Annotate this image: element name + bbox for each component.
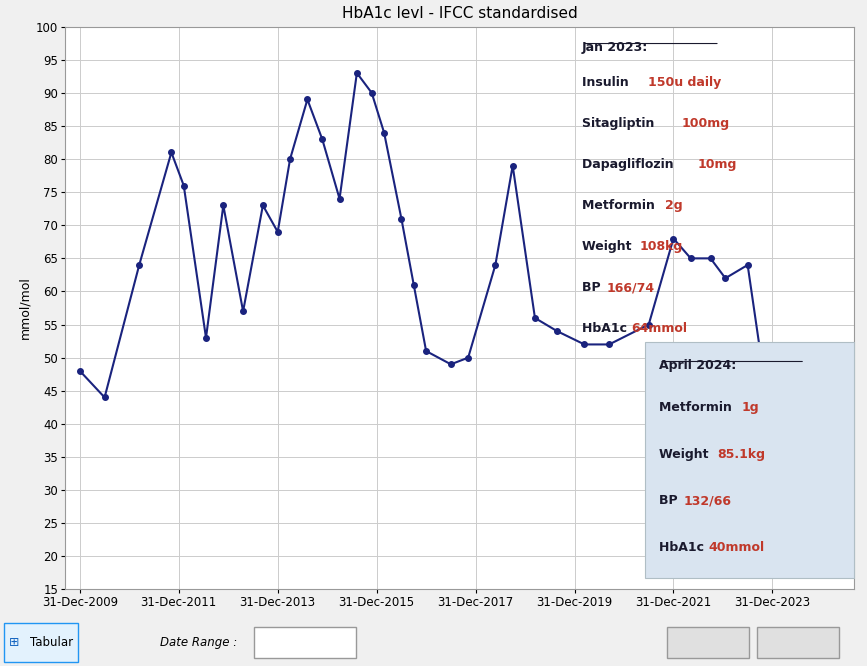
- Text: 1g: 1g: [742, 401, 759, 414]
- Text: April 2024:: April 2024:: [659, 359, 736, 372]
- Text: BP: BP: [582, 281, 605, 294]
- Text: 100mg: 100mg: [681, 117, 729, 130]
- FancyBboxPatch shape: [645, 342, 854, 578]
- Text: All Dates: All Dates: [278, 635, 331, 649]
- Text: Date Range :: Date Range :: [160, 635, 238, 649]
- Text: Jan 2023:: Jan 2023:: [582, 41, 648, 54]
- Text: 132/66: 132/66: [684, 494, 732, 507]
- Text: 40mmol: 40mmol: [709, 541, 765, 554]
- FancyBboxPatch shape: [254, 627, 356, 659]
- Text: 108kg: 108kg: [640, 240, 683, 253]
- FancyBboxPatch shape: [667, 627, 749, 659]
- Text: 10mg: 10mg: [698, 158, 737, 170]
- Text: Dapagliflozin: Dapagliflozin: [582, 158, 678, 170]
- Text: Weight: Weight: [582, 240, 636, 253]
- Text: 64mmol: 64mmol: [631, 322, 688, 335]
- Title: HbA1c levl - IFCC standardised: HbA1c levl - IFCC standardised: [342, 6, 577, 21]
- Text: Insulin: Insulin: [582, 76, 633, 89]
- Text: HbA1c: HbA1c: [659, 541, 708, 554]
- Text: Metformin: Metformin: [582, 199, 659, 212]
- Text: 85.1kg: 85.1kg: [717, 448, 765, 461]
- Text: Weight: Weight: [659, 448, 713, 461]
- Text: Sitagliptin: Sitagliptin: [582, 117, 659, 130]
- Text: 166/74: 166/74: [607, 281, 655, 294]
- Text: HbA1c: HbA1c: [582, 322, 631, 335]
- Text: BP: BP: [659, 494, 682, 507]
- Text: 150u daily: 150u daily: [648, 76, 721, 89]
- FancyBboxPatch shape: [4, 623, 78, 661]
- Text: Tabular: Tabular: [30, 635, 74, 649]
- Y-axis label: mmol/mol: mmol/mol: [19, 276, 32, 340]
- Text: Metformin: Metformin: [659, 401, 736, 414]
- Text: ⊞: ⊞: [9, 635, 19, 649]
- FancyBboxPatch shape: [757, 627, 839, 659]
- Text: 2g: 2g: [665, 199, 682, 212]
- Text: ∨: ∨: [344, 637, 352, 647]
- Text: Print: Print: [694, 635, 721, 649]
- Text: Close: Close: [782, 635, 814, 649]
